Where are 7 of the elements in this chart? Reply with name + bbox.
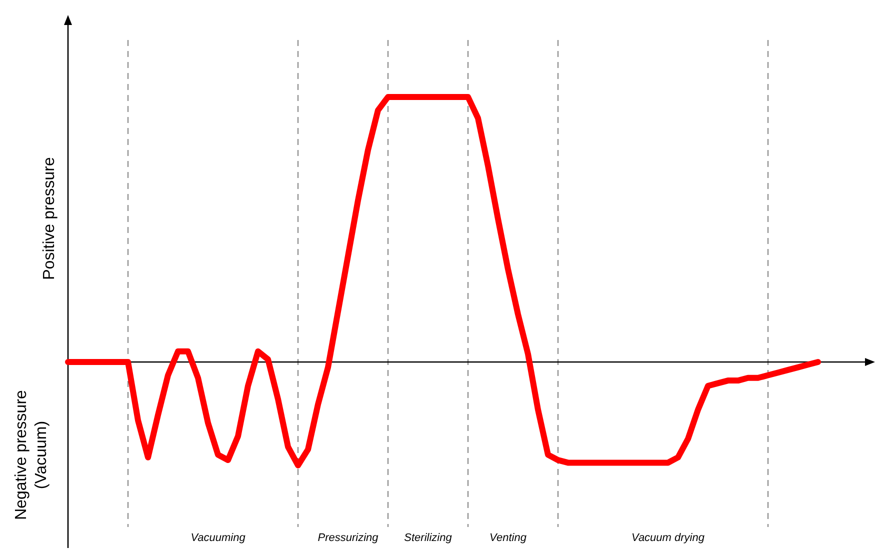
y-axis-title: Positive pressure [41, 157, 58, 280]
x-tick-label: Vacuum drying [632, 532, 706, 544]
x-tick-label: Vacuuming [190, 532, 246, 544]
x-tick-label: Venting [490, 532, 528, 544]
text: Negative pressure (Vacuum) [13, 390, 50, 520]
x-tick-label: Sterilizing [404, 532, 453, 544]
x-tick-label: Pressurizing [318, 532, 380, 544]
